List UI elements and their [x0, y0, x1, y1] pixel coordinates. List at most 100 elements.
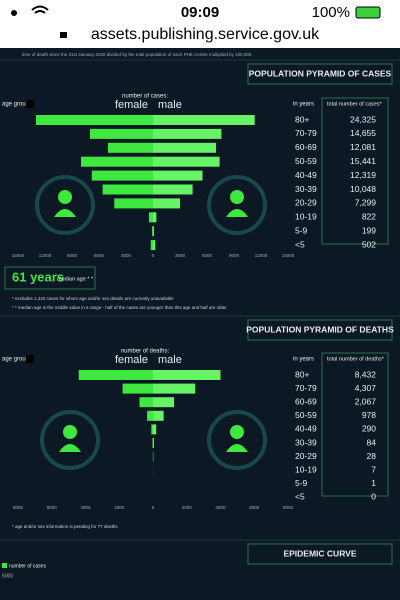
age-label: 70-79 — [295, 128, 317, 138]
total-value: 7,299 — [355, 198, 377, 208]
signal-icon — [11, 10, 17, 16]
x-tick-label: 3000 — [121, 253, 132, 258]
years-header: in years — [293, 357, 314, 363]
icon-body — [226, 444, 248, 452]
total-value: 7 — [371, 464, 376, 474]
total-value: 290 — [362, 424, 376, 434]
total-value: 8,432 — [355, 369, 377, 379]
total-value: 978 — [362, 410, 376, 420]
total-value: 4,307 — [355, 383, 377, 393]
footnote: * age and/or sex information is pending … — [12, 524, 118, 529]
bar-male — [153, 184, 193, 195]
total-value: 12,081 — [350, 142, 376, 152]
total-value: 28 — [367, 451, 377, 461]
bar-male — [153, 438, 154, 448]
icon-ring — [207, 175, 267, 235]
legend-female: female — [115, 354, 148, 366]
bar-male — [153, 198, 180, 209]
age-label: 70-79 — [295, 383, 317, 393]
totals-header: total number of deaths* — [327, 356, 385, 362]
age-label: 80+ — [295, 114, 309, 124]
age-label: 50-59 — [295, 410, 317, 420]
bar-male — [153, 156, 220, 167]
bar-female — [151, 424, 153, 435]
panel-title: POPULATION PYRAMID OF CASES — [249, 68, 392, 78]
icon-ring — [40, 410, 100, 470]
x-tick-label: 4000 — [80, 505, 91, 510]
icon-body — [226, 209, 248, 217]
totals-box — [321, 352, 389, 497]
total-value: 1 — [371, 478, 376, 488]
panel-title: EPIDEMIC CURVE — [283, 548, 356, 558]
age-label: <5 — [295, 492, 305, 502]
age-label: 5-9 — [295, 225, 308, 235]
x-tick-label: 12000 — [39, 253, 52, 258]
age-label: 20-29 — [295, 451, 317, 461]
bar-female — [139, 397, 153, 408]
age-label: 80+ — [295, 369, 309, 379]
legend-male: male — [158, 354, 182, 366]
battery-icon — [355, 6, 381, 19]
total-value: 2,067 — [355, 396, 377, 406]
age-label: 10-19 — [295, 464, 317, 474]
bar-female — [150, 240, 153, 251]
bar-male — [153, 142, 216, 153]
bar-male — [153, 240, 156, 251]
bar-female — [152, 226, 153, 237]
total-value: 84 — [367, 437, 377, 447]
panel-title: POPULATION PYRAMID OF DEATHS — [246, 324, 394, 334]
legend-label: number of cases — [9, 563, 46, 569]
wifi-icon — [31, 5, 49, 14]
legend-male: male — [158, 99, 182, 111]
bar-male — [153, 115, 255, 125]
icon-head — [230, 190, 244, 204]
icon-head — [63, 425, 77, 439]
bar-male — [153, 383, 196, 394]
x-tick-label: 8000 — [13, 505, 24, 510]
age-label: 30-39 — [295, 184, 317, 194]
bar-male — [153, 424, 157, 435]
median-box — [4, 266, 96, 290]
age-group-marker — [26, 355, 34, 363]
panel-header-box — [247, 543, 393, 565]
legend-female: female — [115, 99, 148, 111]
x-tick-label: 3000 — [175, 253, 186, 258]
battery-level: 100% — [312, 4, 350, 21]
bar-male — [153, 410, 164, 421]
bar-female — [152, 438, 153, 448]
x-tick-label: 6000 — [202, 253, 213, 258]
x-tick-label: 15000 — [282, 253, 295, 258]
icon-ring — [207, 410, 267, 470]
median-label: median age * * — [57, 276, 94, 282]
value-axis-label: number of cases: — [122, 94, 168, 100]
x-tick-label: 6000 — [94, 253, 105, 258]
total-value: 0 — [371, 492, 376, 502]
url[interactable]: assets.publishing.service.gov.uk — [91, 26, 320, 43]
bar-male — [153, 397, 175, 408]
bar-female — [122, 383, 153, 394]
age-label: 50-59 — [295, 156, 317, 166]
footnote: * * median age is the middle value in a … — [12, 305, 227, 310]
age-label: 20-29 — [295, 198, 317, 208]
browser-chrome — [0, 0, 400, 48]
age-label: 5-9 — [295, 478, 308, 488]
bar-female — [91, 170, 153, 181]
age-label: 60-69 — [295, 396, 317, 406]
total-value: 15,441 — [350, 156, 376, 166]
age-group-marker — [26, 100, 34, 108]
total-value: 199 — [362, 225, 376, 235]
years-header: in years — [293, 102, 314, 108]
icon-body — [54, 209, 76, 217]
age-label: <5 — [295, 239, 305, 249]
bar-female — [90, 128, 153, 139]
total-value: 10,048 — [350, 184, 376, 194]
median-value: 61 years — [12, 269, 64, 284]
panel-header-box — [247, 63, 393, 85]
bar-female — [81, 156, 153, 167]
age-label: 30-39 — [295, 437, 317, 447]
intro-note: time of death since the 31st January 202… — [22, 52, 253, 57]
total-value: 12,319 — [350, 170, 376, 180]
x-tick-label: 9000 — [229, 253, 240, 258]
x-tick-label: 0 — [152, 505, 155, 510]
